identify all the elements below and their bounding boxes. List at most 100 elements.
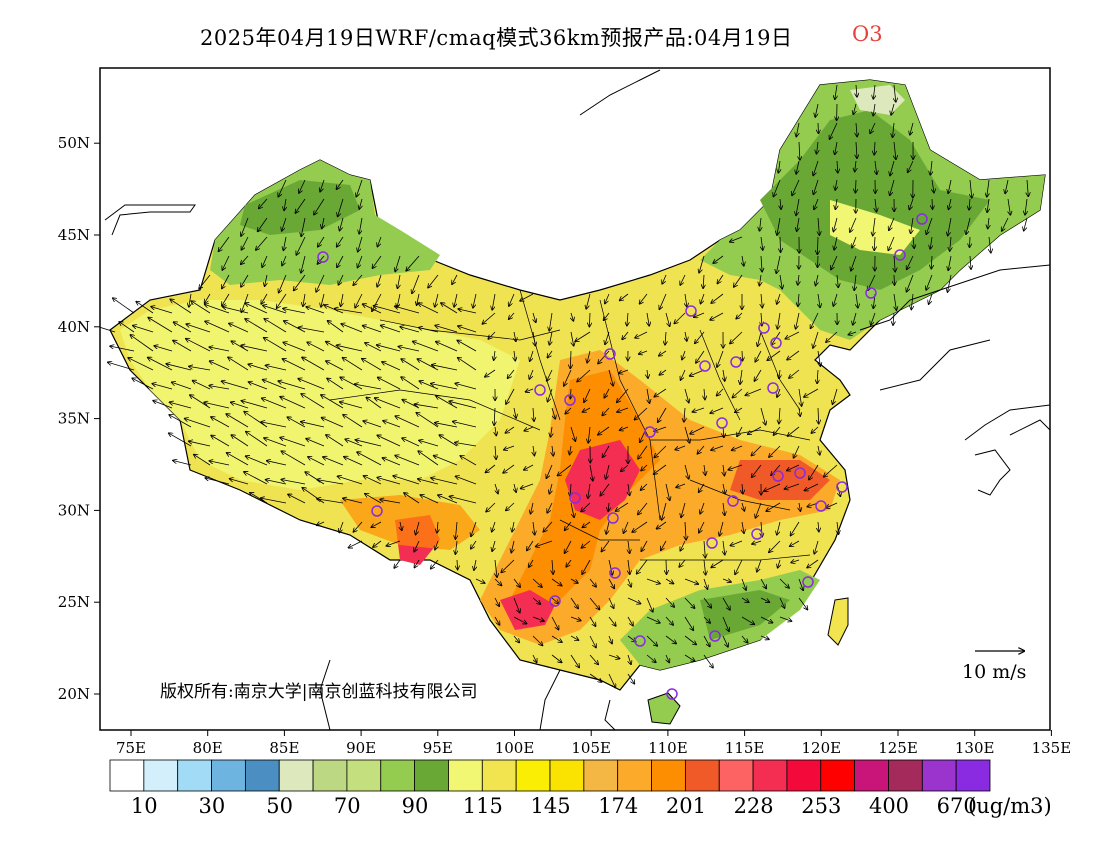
field-northwest-darkgreen [240,180,360,235]
wind-arrow [926,274,933,290]
wind-arrow [855,160,856,172]
wind-arrow [798,388,802,406]
wind-arrow [950,236,951,251]
wind-arrow [547,350,553,358]
wind-arrow [605,331,610,344]
colorbar-swatch [244,759,280,792]
wind-arrow [684,407,685,422]
wind-arrow [401,359,420,371]
wind-arrow [745,388,762,395]
colorbar-swatch [786,759,822,792]
colorbar-swatch [718,759,754,792]
wind-arrow [761,293,762,308]
colorbar-swatch [448,759,483,792]
station-circle [607,512,619,524]
wind-arrow [622,331,629,339]
wind-arrow [701,293,705,304]
colorbar-swatch [312,759,348,792]
wind-arrow [780,198,781,209]
wind-arrow [659,369,667,375]
wind-arrow [302,357,325,371]
wind-arrow [359,198,362,209]
wind-arrow [666,654,669,663]
longitude-axis: 75E 80E 85E 90E 95E 100E 105E 110E 115E 120E 125E 1… [116,730,1071,757]
wind-arrow [494,578,502,585]
wind-arrow [970,255,971,269]
wind-arrow [457,340,477,352]
wind-arrow [830,122,838,139]
wind-arrow [458,326,477,333]
wind-arrow [458,309,477,314]
wind-arrow [794,445,800,458]
wind-arrow [514,331,516,341]
wind-arrow [817,369,818,383]
wind-arrow [283,342,306,352]
wind-arrow [509,312,515,319]
wind-arrow [875,198,877,212]
wind-arrow [278,179,287,197]
wind-arrow [711,559,724,568]
wind-arrow [666,559,667,574]
wind-arrow [890,160,895,176]
station-markers [317,213,928,700]
wind-arrow [532,578,542,587]
wind-arrow [816,274,819,286]
wind-arrow [357,452,382,466]
wind-arrow [152,384,173,390]
wind-arrow [734,274,743,287]
wind-arrow [909,198,914,210]
wind-arrow [546,464,553,478]
station-circle [534,384,546,396]
wind-arrow [382,362,401,371]
wind-arrow [551,426,553,437]
wind-arrow [264,319,287,333]
wind-arrow [503,464,515,473]
wind-arrow [406,255,420,271]
wind-arrow [760,217,762,231]
wind-arrow [364,476,382,485]
wind-arrow [486,502,496,512]
wind-arrow [1005,179,1009,193]
wind-arrow [798,274,799,285]
wind-arrow [526,389,534,392]
colorbar-label: 30 [198,794,226,818]
wind-arrow [258,217,268,232]
wind-arrow [662,502,667,520]
wind-arrow [267,461,287,466]
wind-arrow [344,457,363,466]
wind-arrow [779,597,785,608]
wind-arrow [317,522,325,525]
wind-arrow [949,198,952,209]
wind-arrow [787,464,800,471]
wind-arrow [722,597,730,610]
wind-arrow [338,476,363,485]
wind-arrow [570,654,579,668]
wind-arrow [398,274,401,288]
wind-arrow [703,597,711,608]
wind-arrow [322,418,344,428]
wind-arrow [703,654,713,668]
wind-arrow [173,341,192,352]
wind-arrow [532,597,540,604]
wind-arrow [246,432,268,447]
wind-arrow [970,236,971,247]
wind-arrow [296,236,306,255]
wind-arrow [654,445,667,457]
colorbar-swatch [549,759,585,792]
station-circle [916,213,928,225]
wind-arrow [680,540,686,551]
wind-arrow [441,303,458,314]
wind-arrow [281,451,306,466]
wind-arrow [741,597,749,602]
wind-arrow [760,407,766,425]
wind-arrow [371,521,382,527]
wind-arrow [205,321,230,333]
wind-arrow [277,293,287,308]
wind-arrow [758,331,762,346]
wind-arrow [690,369,705,376]
wind-arrow [475,578,485,583]
wind-arrow [582,559,591,574]
wind-arrow [283,359,306,371]
wind-arrow [514,483,516,492]
